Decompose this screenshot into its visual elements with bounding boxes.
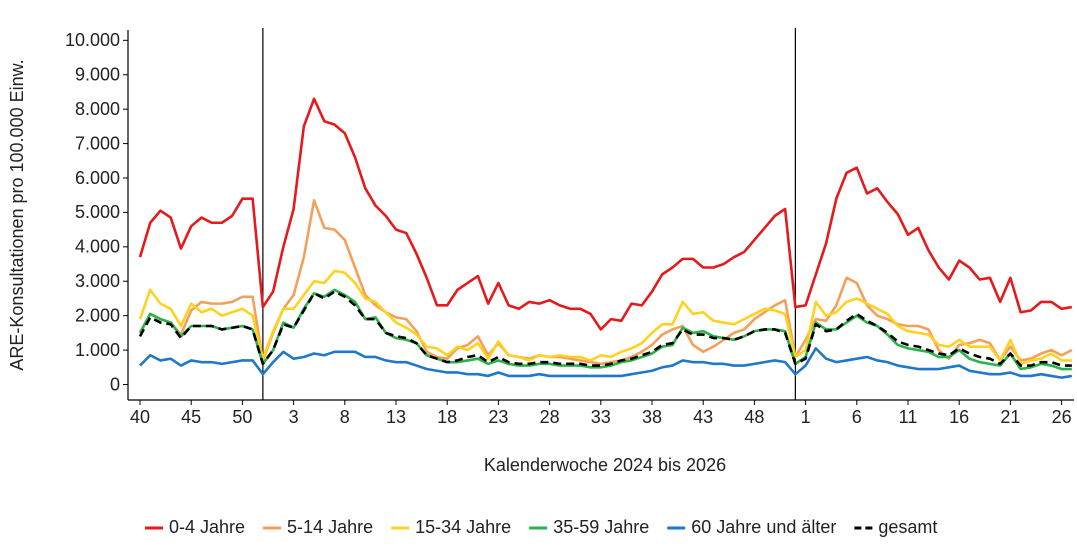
- x-tick-label: 50: [232, 407, 252, 427]
- y-tick-label: 9.000: [75, 64, 120, 84]
- series-line: [138, 97, 1073, 331]
- x-tick-label: 40: [130, 407, 150, 427]
- y-tick-label: 10.000: [65, 30, 120, 50]
- y-tick-label: 1.000: [75, 340, 120, 360]
- x-tick-label: 23: [488, 407, 508, 427]
- y-tick-label: 8.000: [75, 99, 120, 119]
- legend-label: 35-59 Jahre: [553, 517, 649, 537]
- x-tick-label: 8: [340, 407, 350, 427]
- y-axis-title: ARE-Konsultationen pro 100.000 Einw.: [7, 59, 27, 370]
- series-line: [139, 347, 1073, 379]
- y-tick-label: 2.000: [75, 305, 120, 325]
- y-tick-label: 4.000: [75, 237, 120, 257]
- x-tick-label: 48: [744, 407, 764, 427]
- x-tick-label: 18: [437, 407, 457, 427]
- x-tick-label: 43: [693, 407, 713, 427]
- x-tick-label: 26: [1052, 407, 1072, 427]
- legend-label: 5-14 Jahre: [287, 517, 373, 537]
- series-line: [138, 269, 1072, 366]
- series-line: [138, 290, 1072, 367]
- y-tick-label: 5.000: [75, 202, 120, 222]
- x-tick-label: 28: [540, 407, 560, 427]
- legend-label: gesamt: [878, 517, 937, 537]
- x-tick-label: 21: [1000, 407, 1020, 427]
- x-tick-label: 33: [591, 407, 611, 427]
- x-tick-label: 3: [289, 407, 299, 427]
- x-tick-label: 38: [642, 407, 662, 427]
- y-tick-label: 6.000: [75, 168, 120, 188]
- series-line: [138, 199, 1073, 366]
- x-tick-label: 13: [386, 407, 406, 427]
- x-tick-label: 11: [899, 407, 918, 427]
- legend-label: 60 Jahre und älter: [691, 517, 836, 537]
- x-tick-label: 1: [801, 407, 811, 427]
- x-tick-label: 16: [949, 407, 969, 427]
- x-tick-label: 6: [852, 407, 862, 427]
- y-tick-label: 7.000: [75, 133, 120, 153]
- y-tick-label: 3.000: [75, 271, 120, 291]
- x-axis-title: Kalenderwoche 2024 bis 2026: [484, 455, 726, 475]
- legend-label: 0-4 Jahre: [169, 517, 245, 537]
- y-tick-label: 0: [110, 374, 120, 394]
- legend-label: 15-34 Jahre: [415, 517, 511, 537]
- x-tick-label: 45: [181, 407, 201, 427]
